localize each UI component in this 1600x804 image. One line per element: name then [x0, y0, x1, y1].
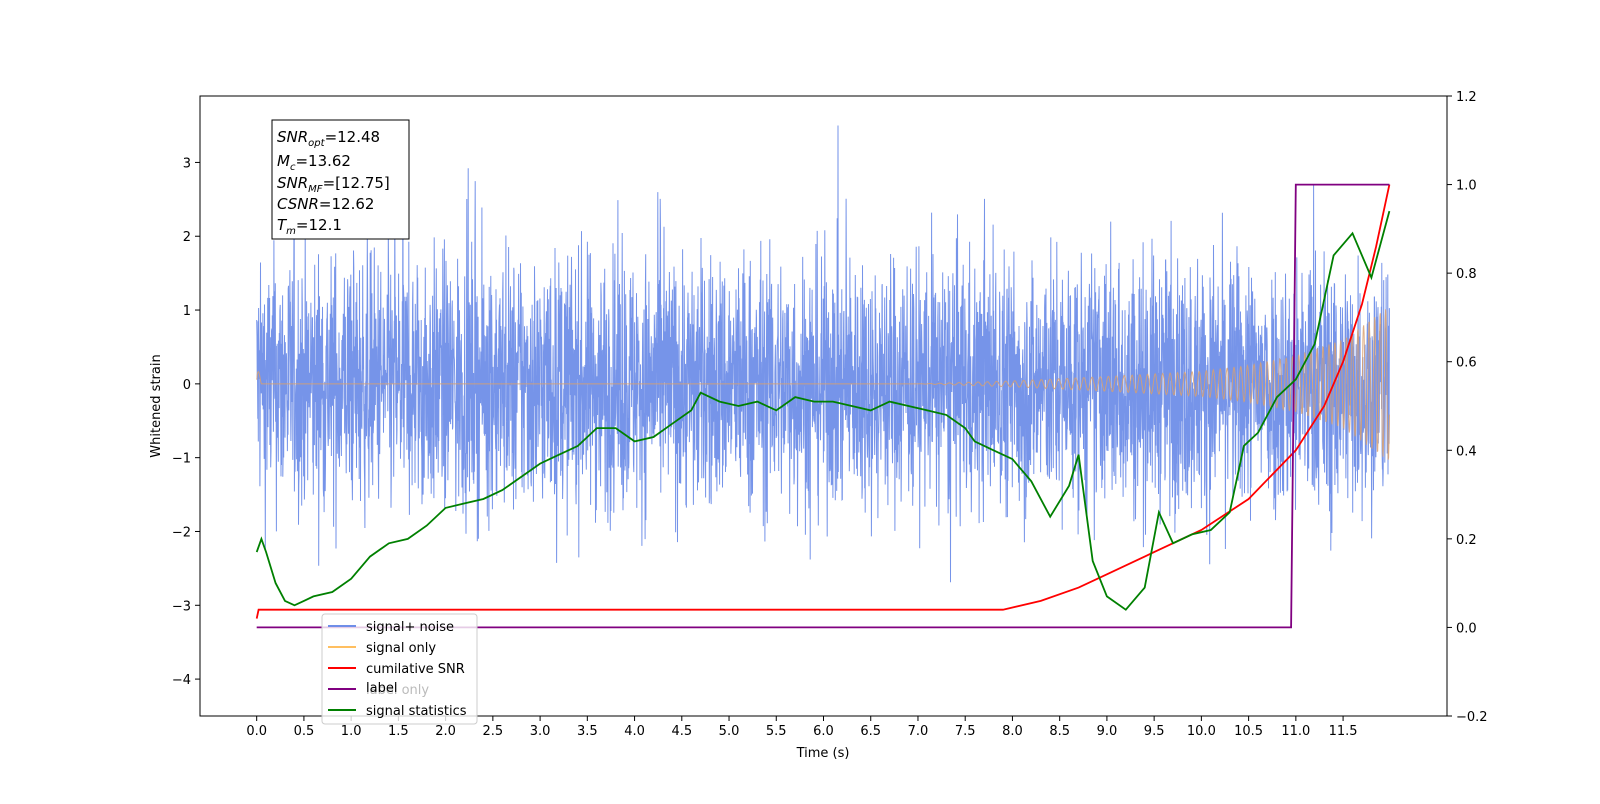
x-tick-label: 3.5: [577, 724, 598, 739]
y2-tick-label: 1.0: [1456, 179, 1477, 194]
x-tick-label: 11.0: [1281, 724, 1310, 739]
y2-tick-label: −0.2: [1456, 710, 1488, 725]
x-tick-label: 2.0: [435, 724, 456, 739]
legend-label-label-only: label only: [366, 683, 429, 698]
legend: signal+ noise signal only cumilative SNR…: [321, 613, 478, 725]
y2-tick-label: 0.8: [1456, 267, 1477, 282]
y-tick-label: −2: [172, 525, 191, 540]
y-tick-label: −3: [172, 599, 191, 614]
axes-layer: 0.0 0.5 1.0 1.5 2.0 2.5 3.0 3.5 4.0 4.5 5.0 5.5 6.0 6…: [172, 90, 1488, 739]
x-tick-label: 10.5: [1234, 724, 1263, 739]
x-tick-label: 8.5: [1049, 724, 1070, 739]
annotation-csnr: CSNR=12.62: [277, 195, 374, 213]
x-tick-label: 0.0: [246, 724, 267, 739]
x-tick-label: 3.0: [530, 724, 551, 739]
x-tick-label: 6.0: [813, 724, 834, 739]
x-tick-label: 0.5: [294, 724, 315, 739]
y-tick-label: −4: [172, 673, 191, 688]
plot-series-layer: [255, 125, 1391, 629]
x-tick-label: 9.5: [1144, 724, 1165, 739]
y-tick-label: 0: [183, 378, 191, 393]
annotation-snr-opt: SNRopt=12.48: [277, 128, 380, 149]
y-tick-label: −1: [172, 452, 191, 467]
annotation-tm: Tm=12.1: [277, 216, 342, 237]
legend-label-signal-only: signal only: [366, 641, 436, 656]
x-tick-label: 8.0: [1002, 724, 1023, 739]
legend-label-signal-statistics: signal statistics: [366, 704, 467, 719]
x-tick-label: 9.0: [1097, 724, 1118, 739]
x-tick-label: 11.5: [1329, 724, 1358, 739]
series-signal-statistics: [255, 210, 1391, 611]
annotation-mc: Mc=13.62: [277, 152, 351, 173]
y2-tick-label: 1.2: [1456, 90, 1477, 105]
x-tick-label: 5.0: [719, 724, 740, 739]
x-tick-label: 4.5: [671, 724, 692, 739]
y2-tick-label: 0.2: [1456, 533, 1477, 548]
x-tick-label: 1.5: [388, 724, 409, 739]
series-label: [256, 183, 1390, 629]
x-tick-label: 1.0: [341, 724, 362, 739]
series-signal-only: [256, 309, 1390, 460]
x-tick-label: 2.5: [483, 724, 504, 739]
x-axis-label: Time (s): [796, 746, 850, 761]
x-tick-label: 5.5: [766, 724, 787, 739]
legend-label-signal-noise: signal+ noise: [366, 620, 454, 635]
x-tick-label: 7.0: [908, 724, 929, 739]
x-tick-label: 7.5: [955, 724, 976, 739]
legend-label-label: label: [366, 681, 397, 696]
legend-box: [321, 613, 478, 725]
stats-annotation: SNRopt=12.48 Mc=13.62 SNRMF=[12.75] CSNR…: [271, 119, 410, 240]
series-signal-noise: [256, 125, 1390, 583]
y-tick-label: 2: [183, 230, 191, 245]
x-tick-label: 4.0: [624, 724, 645, 739]
y-tick-label: 1: [183, 304, 191, 319]
y-axis-label: Whitened strain: [149, 354, 164, 457]
annotation-snr-mf: SNRMF=[12.75]: [277, 174, 390, 195]
y2-tick-label: 0.6: [1456, 356, 1477, 371]
y2-tick-label: 0.4: [1456, 444, 1477, 459]
annotation-box: [271, 119, 410, 240]
x-tick-label: 10.0: [1187, 724, 1216, 739]
x-tick-label: 6.5: [860, 724, 881, 739]
y2-tick-label: 0.0: [1456, 621, 1477, 636]
legend-label-cumulative-snr: cumilative SNR: [366, 662, 465, 677]
y-tick-label: 3: [183, 156, 191, 171]
